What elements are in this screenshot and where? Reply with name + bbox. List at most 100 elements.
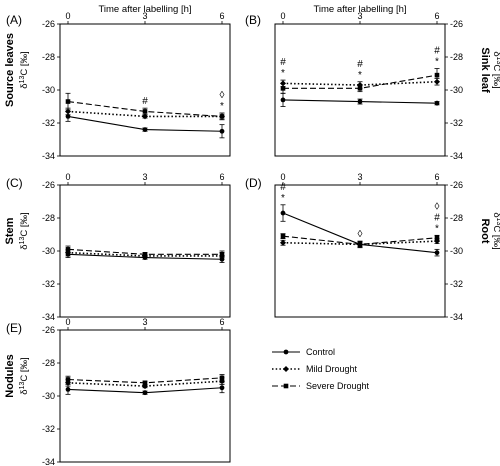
data-point — [357, 86, 363, 91]
panel-e: 0 3 6 -26 -28 -30 -32 -34 (E) Nodules δ13C [‰] — [4, 317, 231, 466]
unit-part: C [‰] — [491, 64, 500, 88]
x-tick-label: 0 — [280, 11, 285, 21]
y-axis-label: Nodules δ13C [‰] — [4, 354, 30, 397]
x-tick-label: 3 — [142, 317, 147, 327]
significance-marker: ◊ — [220, 90, 225, 101]
y-tick-label: -32 — [450, 279, 463, 289]
data-point — [142, 390, 148, 396]
y-tick-label: -26 — [450, 19, 463, 29]
significance-marker: * — [435, 223, 439, 234]
x-tick-label: 0 — [65, 172, 70, 182]
y-tick-label: -30 — [450, 246, 463, 256]
panel-letter: (E) — [6, 321, 22, 335]
significance-marker: # — [434, 212, 440, 223]
panel-a: 0 3 6 -26 -28 -30 -32 -34 (A) Source leaves δ13C [… — [4, 11, 231, 161]
y-axis-label: Source leaves δ13C [‰] — [4, 33, 30, 107]
significance-marker: * — [358, 70, 362, 81]
unit-part: δ — [491, 212, 500, 217]
significance-marker: # — [434, 46, 440, 57]
data-point — [434, 235, 440, 241]
x-tick-label: 6 — [434, 172, 439, 182]
legend-marker — [283, 383, 289, 389]
y-tick-label: -34 — [450, 151, 463, 161]
data-point — [219, 114, 225, 119]
data-point — [65, 387, 71, 392]
data-point — [219, 375, 225, 381]
x-tick-label: 6 — [219, 172, 224, 182]
data-point — [280, 233, 286, 239]
plot-frame — [59, 184, 231, 318]
x-tick-label: 3 — [357, 172, 362, 182]
tissue-label: Sink leaf — [479, 47, 491, 93]
unit-superscript: 13 — [495, 57, 500, 65]
y-tick-label: -34 — [42, 312, 55, 322]
y-unit-label: δ13C [‰] — [491, 212, 500, 249]
panel-letter: (D) — [245, 176, 262, 190]
significance-marker: ◊ — [358, 229, 363, 240]
y-tick-label: -28 — [450, 52, 463, 62]
y-tick-label: -28 — [42, 213, 55, 223]
data-point — [142, 380, 148, 386]
y-tick-label: -30 — [450, 85, 463, 95]
y-unit-label: δ13C [‰] — [19, 357, 30, 394]
legend-marker — [283, 349, 289, 355]
x-tick-label: 6 — [219, 317, 224, 327]
y-tick-label: -28 — [42, 358, 55, 368]
y-tick-label: -28 — [450, 213, 463, 223]
data-point — [434, 250, 440, 256]
y-tick-label: -30 — [42, 246, 55, 256]
y-tick-label: -32 — [42, 118, 55, 128]
significance-marker: * — [281, 193, 285, 204]
unit-part: C [‰] — [19, 51, 30, 75]
panel-d: 036-26-28-30-32-34(D)Rootδ13C [‰]#*◊◊#* — [245, 172, 500, 322]
x-tick-label: 6 — [219, 11, 224, 21]
significance-marker: # — [280, 182, 286, 193]
y-unit-label: δ13C [‰] — [19, 212, 30, 249]
unit-part: δ — [19, 244, 30, 249]
significance-marker: * — [281, 68, 285, 79]
data-point — [434, 100, 440, 106]
unit-part: C [‰] — [491, 225, 500, 249]
data-point — [357, 99, 363, 104]
x-tick-label: 3 — [357, 11, 362, 21]
y-tick-label: -26 — [450, 180, 463, 190]
y-tick-label: -30 — [42, 85, 55, 95]
unit-part: δ — [491, 51, 500, 56]
plot-frame — [59, 23, 231, 157]
panel-b: 036-26-28-30-32-34(B)Sink leafδ13C [‰]#*… — [245, 11, 500, 161]
data-point — [280, 239, 286, 246]
data-point — [219, 128, 225, 134]
unit-superscript: 13 — [19, 381, 26, 389]
y-tick-label: -32 — [42, 279, 55, 289]
tissue-label: Nodules — [4, 354, 16, 397]
tissue-label: Source leaves — [4, 33, 16, 107]
unit-part: C [‰] — [19, 357, 30, 381]
data-point — [434, 72, 440, 78]
tissue-label: Stem — [4, 217, 16, 244]
panel-letter: (A) — [6, 13, 22, 27]
y-tick-label: -32 — [450, 118, 463, 128]
x-tick-label: 3 — [142, 172, 147, 182]
unit-part: δ — [19, 83, 30, 88]
y-tick-label: -32 — [42, 424, 55, 434]
unit-part: δ — [19, 389, 30, 394]
legend-label: Control — [306, 347, 335, 357]
panel-letter: (B) — [245, 13, 261, 27]
significance-marker: # — [280, 57, 286, 68]
data-point — [280, 97, 286, 103]
y-axis-label: Sink leafδ13C [‰] — [479, 47, 500, 93]
significance-marker: * — [220, 101, 224, 112]
data-point — [357, 242, 363, 247]
y-tick-label: -26 — [42, 19, 55, 29]
y-tick-label: -34 — [450, 312, 463, 322]
data-point — [219, 385, 225, 391]
y-axis-label: Rootδ13C [‰] — [479, 212, 500, 249]
y-tick-label: -30 — [42, 391, 55, 401]
legend: Control Mild Drought Severe Drought — [272, 347, 370, 391]
data-point — [142, 127, 148, 132]
x-tick-label: 3 — [142, 11, 147, 21]
significance-marker: # — [357, 59, 363, 70]
